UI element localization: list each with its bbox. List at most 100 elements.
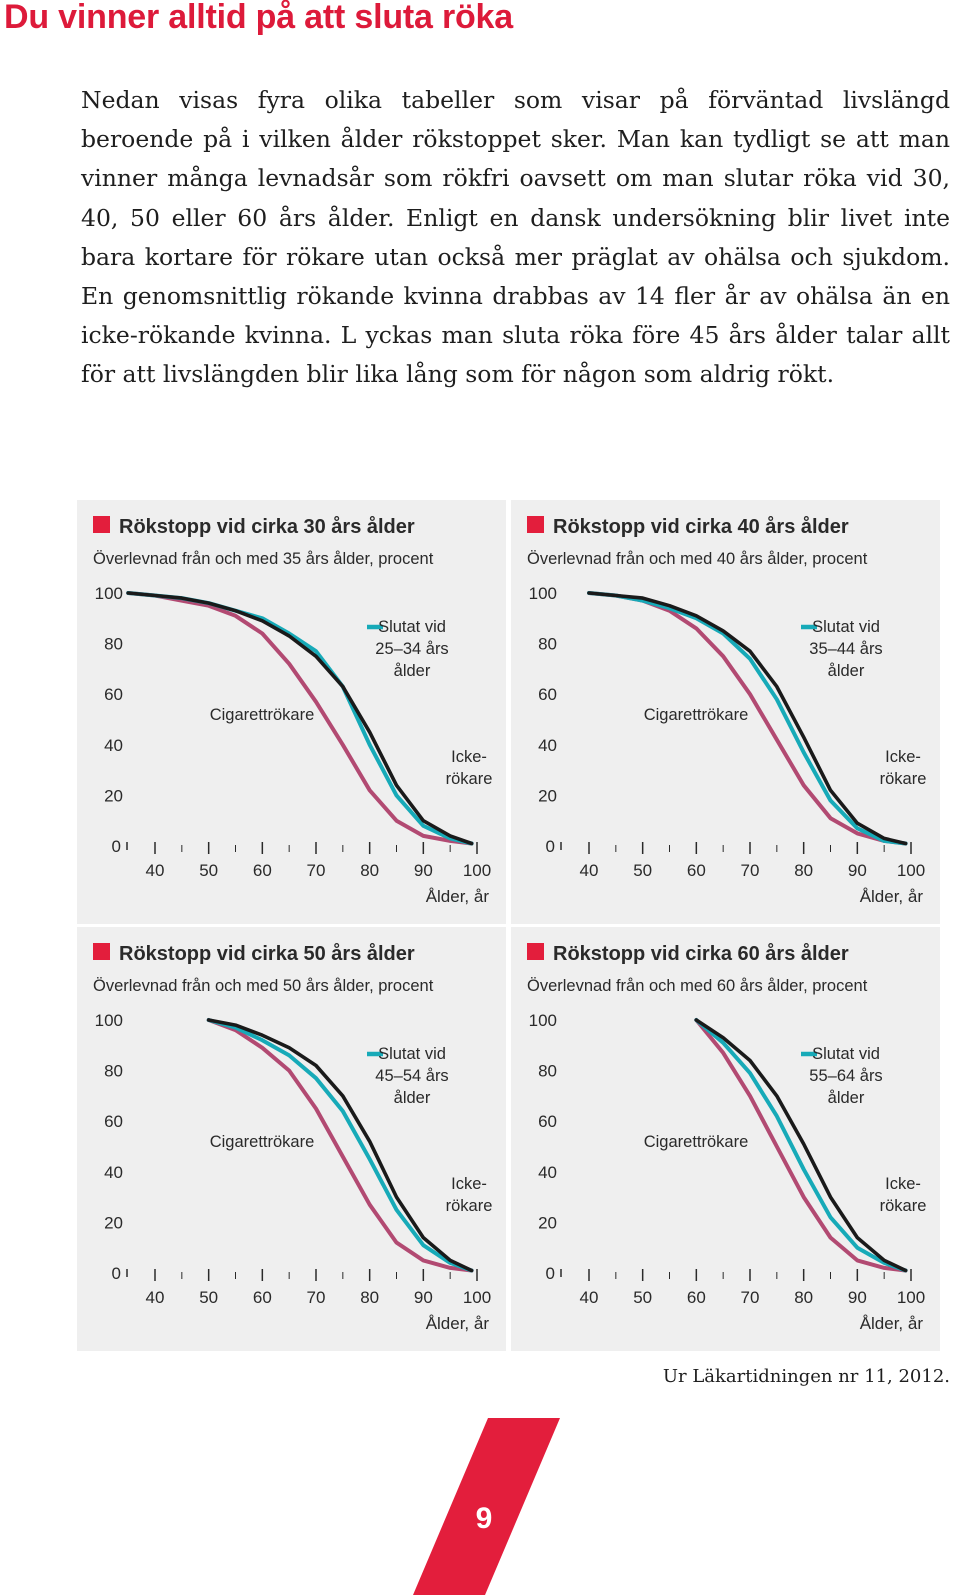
chart-svg: Rökstopp vid cirka 60 års ålder Överlevna…	[527, 942, 927, 1333]
smoker-label: Cigarettrökare	[210, 706, 315, 724]
y-tick-label: 20	[104, 786, 123, 805]
y-tick-label: 20	[538, 786, 557, 805]
nonsmoker-label: Icke-	[451, 748, 487, 766]
title-square-icon	[93, 943, 110, 960]
page-title: Du vinner alltid på att sluta röka	[4, 0, 513, 36]
y-tick-label: 40	[538, 736, 557, 755]
chart-subtitle: Överlevnad från och med 50 års ålder, pr…	[93, 977, 434, 995]
y-tick-label: 80	[104, 1062, 123, 1081]
quit-label: ålder	[828, 662, 865, 680]
y-tick-label: 80	[538, 1062, 557, 1081]
y-tick-label: 40	[104, 1163, 123, 1182]
chart-title: Rökstopp vid cirka 50 års ålder	[119, 942, 415, 965]
source-citation: Ur Läkartidningen nr 11, 2012.	[662, 1366, 950, 1387]
quit-label: Slutat vid	[378, 618, 446, 636]
x-tick-label: 70	[741, 861, 760, 880]
quit-label: ålder	[828, 1089, 865, 1107]
x-axis-label: Ålder, år	[426, 1314, 490, 1333]
quit-label: ålder	[394, 662, 431, 680]
series-line-quit	[694, 1018, 908, 1273]
series-line-nonsmoker	[206, 1018, 474, 1273]
chart-panel-40: Rökstopp vid cirka 40 års ålder Överlevna…	[511, 500, 940, 924]
x-tick-label: 50	[633, 861, 652, 880]
chart-panel-50: Rökstopp vid cirka 50 års ålder Överlevna…	[77, 927, 506, 1351]
chart-svg: Rökstopp vid cirka 30 års ålder Överlevna…	[93, 515, 493, 906]
smoker-label: Cigarettrökare	[644, 706, 749, 724]
y-tick-label: 60	[104, 1112, 123, 1131]
series-line-smoker	[126, 591, 474, 846]
chart-subtitle: Överlevnad från och med 40 års ålder, pr…	[527, 550, 868, 568]
y-tick-label: 60	[538, 1112, 557, 1131]
chart-title: Rökstopp vid cirka 30 års ålder	[119, 515, 415, 538]
x-tick-label: 100	[897, 861, 925, 880]
y-tick-label: 80	[104, 635, 123, 654]
page-number-banner	[413, 1418, 560, 1595]
series-line-nonsmoker	[587, 591, 908, 846]
x-tick-label: 80	[794, 861, 813, 880]
x-tick-label: 80	[360, 861, 379, 880]
x-tick-label: 80	[794, 1288, 813, 1307]
nonsmoker-label: rökare	[446, 770, 493, 788]
title-square-icon	[527, 516, 544, 533]
x-tick-label: 50	[199, 861, 218, 880]
chart-panel-30: Rökstopp vid cirka 30 års ålder Överlevna…	[77, 500, 506, 924]
nonsmoker-label: rökare	[880, 1197, 927, 1215]
smoker-label: Cigarettrökare	[644, 1133, 749, 1151]
x-tick-label: 40	[146, 1288, 165, 1307]
y-tick-label: 100	[529, 1011, 557, 1030]
x-axis-label: Ålder, år	[860, 887, 924, 906]
y-tick-label: 20	[538, 1213, 557, 1232]
y-tick-label: 100	[95, 584, 123, 603]
nonsmoker-label: Icke-	[885, 748, 921, 766]
series-line-smoker	[206, 1018, 474, 1273]
y-tick-label: 60	[104, 685, 123, 704]
x-tick-label: 60	[687, 861, 706, 880]
x-tick-label: 60	[253, 1288, 272, 1307]
x-tick-label: 100	[463, 1288, 491, 1307]
x-tick-label: 90	[414, 861, 433, 880]
x-tick-label: 90	[414, 1288, 433, 1307]
title-square-icon	[527, 943, 544, 960]
y-tick-label: 0	[546, 837, 555, 856]
nonsmoker-label: Icke-	[451, 1175, 487, 1193]
x-tick-label: 50	[199, 1288, 218, 1307]
quit-label: 25–34 års	[375, 640, 448, 658]
x-tick-label: 60	[253, 861, 272, 880]
y-tick-label: 100	[95, 1011, 123, 1030]
x-axis-label: Ålder, år	[426, 887, 490, 906]
quit-label: 35–44 års	[809, 640, 882, 658]
x-tick-label: 100	[897, 1288, 925, 1307]
x-tick-label: 70	[741, 1288, 760, 1307]
chart-panel-60: Rökstopp vid cirka 60 års ålder Överlevna…	[511, 927, 940, 1351]
series-line-smoker	[694, 1018, 908, 1273]
series-line-quit	[206, 1018, 474, 1273]
x-tick-label: 40	[580, 861, 599, 880]
y-tick-label: 40	[538, 1163, 557, 1182]
smoker-label: Cigarettrökare	[210, 1133, 315, 1151]
x-tick-label: 40	[146, 861, 165, 880]
chart-subtitle: Överlevnad från och med 60 års ålder, pr…	[527, 977, 868, 995]
nonsmoker-label: rökare	[880, 770, 927, 788]
y-tick-label: 0	[112, 837, 121, 856]
y-tick-label: 0	[546, 1264, 555, 1283]
title-square-icon	[93, 516, 110, 533]
quit-label: 45–54 års	[375, 1067, 448, 1085]
y-tick-label: 20	[104, 1213, 123, 1232]
x-tick-label: 50	[633, 1288, 652, 1307]
y-tick-label: 0	[112, 1264, 121, 1283]
series-line-nonsmoker	[126, 591, 474, 846]
y-tick-label: 60	[538, 685, 557, 704]
quit-label: 55–64 års	[809, 1067, 882, 1085]
x-axis-label: Ålder, år	[860, 1314, 924, 1333]
y-tick-label: 100	[529, 584, 557, 603]
intro-paragraph: Nedan visas fyra olika tabeller som visa…	[81, 86, 950, 389]
x-tick-label: 70	[307, 861, 326, 880]
quit-label: Slutat vid	[378, 1045, 446, 1063]
x-tick-label: 60	[687, 1288, 706, 1307]
x-tick-label: 80	[360, 1288, 379, 1307]
chart-title: Rökstopp vid cirka 60 års ålder	[553, 942, 849, 965]
quit-label: ålder	[394, 1089, 431, 1107]
chart-subtitle: Överlevnad från och med 35 års ålder, pr…	[93, 550, 434, 568]
x-tick-label: 70	[307, 1288, 326, 1307]
x-tick-label: 90	[848, 861, 867, 880]
